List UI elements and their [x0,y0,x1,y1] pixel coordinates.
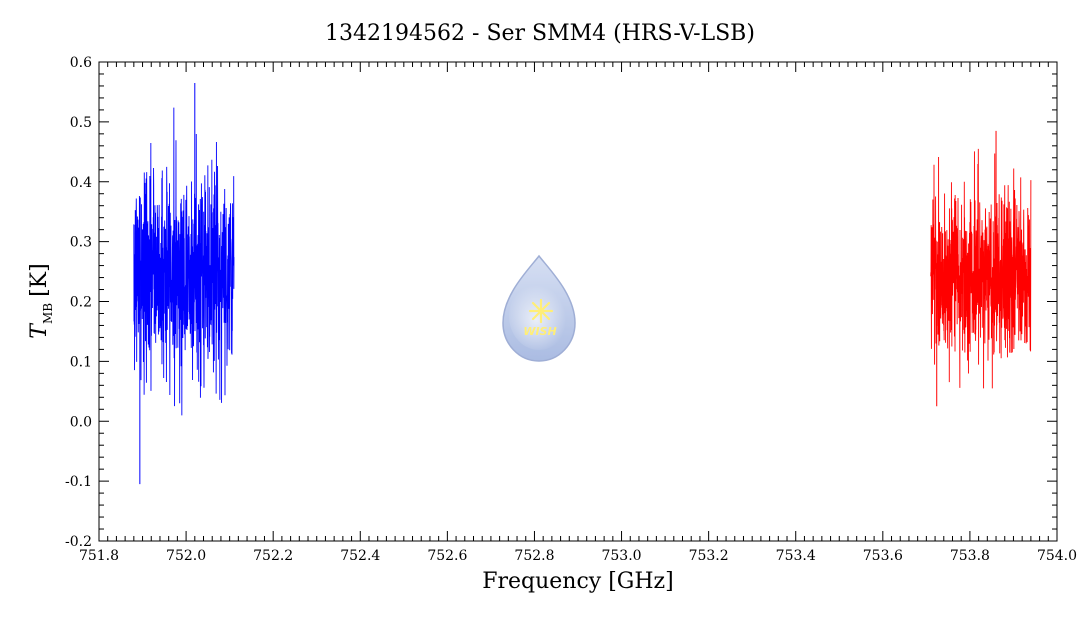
x-tick-label: 752.4 [340,548,380,564]
y-axis-title-subscript: MB [41,303,55,324]
x-tick-label: 753.4 [776,548,816,564]
x-tick-label: 753.6 [863,548,903,564]
x-tick-label: 753.0 [601,548,641,564]
y-tick-label: -0.2 [65,534,92,550]
y-axis-title-symbol: T [27,322,52,339]
ticks-layer: 751.8 752.0 752.2 752.4 752.6 752.8 753.0 753.2… [65,55,1077,564]
series-layer [133,82,1032,485]
svg-text:TMB[K]: TMB [K] [27,263,55,338]
y-axis-title: TMB [K] [27,263,55,338]
x-tick-label: 753.2 [689,548,729,564]
series-1-line [133,107,235,416]
x-tick-label: 752.6 [427,548,467,564]
plot-frame [98,61,1058,542]
wish-logo: WISH [502,254,576,362]
y-tick-label: 0.0 [70,414,92,430]
y-tick-label: 0.1 [70,354,92,370]
x-tick-label: 752.0 [166,548,206,564]
y-tick-label: 0.3 [70,235,92,251]
series-2-line [930,148,1032,389]
x-tick-label: 753.8 [950,548,990,564]
y-tick-label: -0.1 [65,474,92,490]
y-tick-label: 0.4 [70,175,92,191]
y-tick-label: 0.6 [70,55,92,71]
x-axis-title: Frequency [GHz] [482,569,674,594]
wish-drop-highlight [509,282,569,350]
wish-star-icon [528,298,554,324]
x-tick-label: 752.8 [514,548,554,564]
x-tick-label: 752.2 [253,548,293,564]
x-tick-label: 751.8 [79,548,119,564]
wish-watermark-text: WISH [523,325,556,338]
y-axis-title-unit: [K] [27,263,52,297]
x-tick-label: 754.0 [1037,548,1077,564]
chart-title: 1342194562 - Ser SMM4 (HRS-V-LSB) [325,21,755,46]
y-tick-label: 0.5 [70,115,92,131]
y-tick-label: 0.2 [70,295,92,311]
